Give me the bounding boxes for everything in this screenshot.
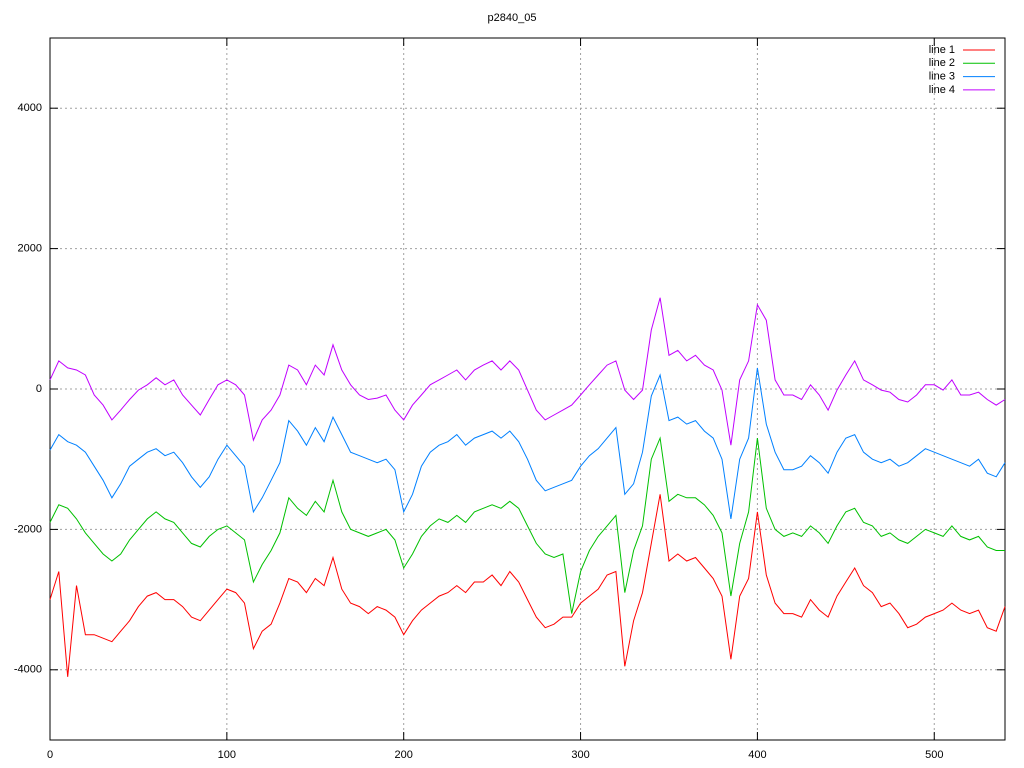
x-tick-label: 100	[218, 749, 236, 761]
y-tick-label: -2000	[14, 523, 42, 535]
x-tick-label: 500	[925, 749, 943, 761]
x-tick-label: 300	[571, 749, 589, 761]
data-line	[49, 367, 1006, 519]
plot-border	[49, 37, 1006, 741]
y-tick-label: 2000	[18, 243, 42, 255]
legend-label: line 1	[929, 44, 955, 56]
data-line	[49, 297, 1006, 446]
data-line	[49, 494, 1006, 677]
x-tick-label: 200	[395, 749, 413, 761]
legend-label: line 4	[929, 84, 955, 96]
chart-title: p2840_05	[488, 12, 537, 24]
legend-label: line 2	[929, 57, 955, 69]
y-tick-label: 0	[36, 383, 42, 395]
legend-label: line 3	[929, 71, 955, 83]
y-tick-label: -4000	[14, 664, 42, 676]
x-tick-label: 0	[47, 749, 53, 761]
y-tick-label: 4000	[18, 102, 42, 114]
data-line	[49, 436, 1005, 614]
x-tick-label: 400	[748, 749, 766, 761]
